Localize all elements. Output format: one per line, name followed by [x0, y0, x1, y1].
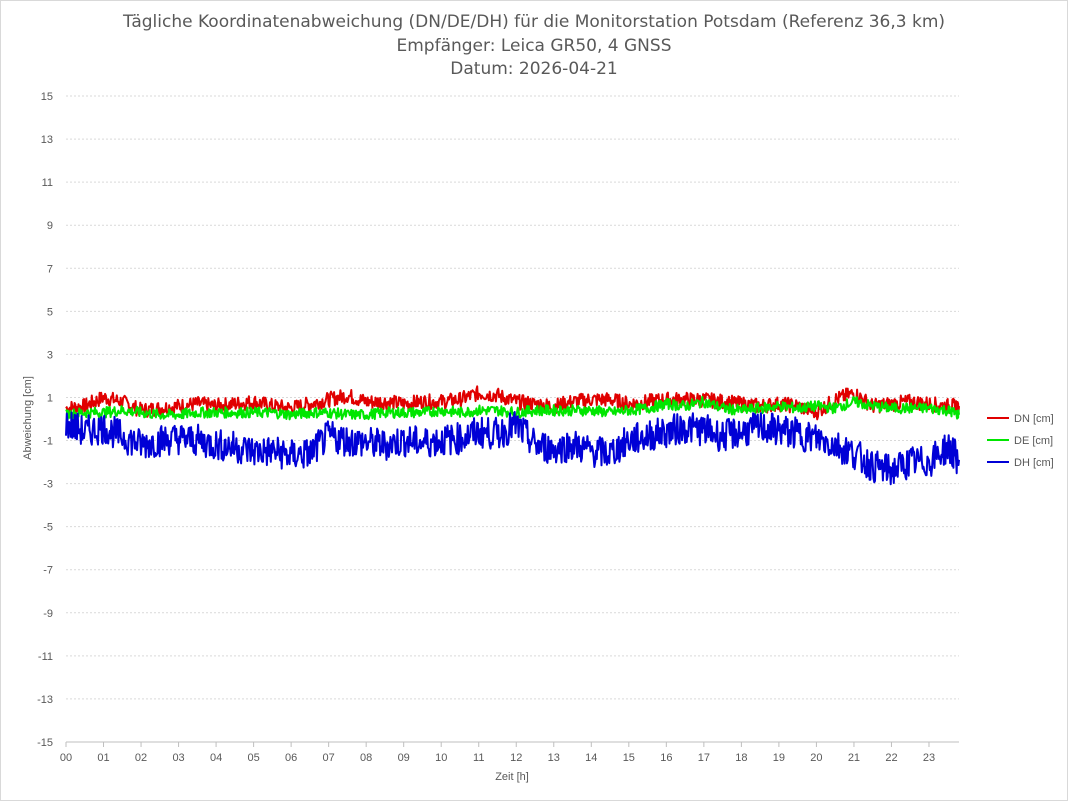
x-tick-label: 23 [923, 752, 935, 764]
legend-label-dn: DN [cm] [1014, 413, 1054, 425]
grid-lines [66, 95, 959, 743]
x-tick-label: 21 [848, 752, 860, 764]
x-tick-label: 14 [585, 752, 597, 764]
y-tick-label: -15 [37, 737, 53, 749]
legend-label-de: DE [cm] [1014, 435, 1053, 447]
x-axis-label: Zeit [h] [495, 771, 529, 783]
y-tick-label: 7 [47, 263, 53, 275]
x-tick-label: 08 [360, 752, 372, 764]
y-axis-label: Abweichung [cm] [22, 376, 34, 460]
y-tick-label: -1 [43, 436, 53, 448]
x-tick-label: 22 [885, 752, 897, 764]
x-tick-label: 20 [810, 752, 822, 764]
chart-title: Tägliche Koordinatenabweichung (DN/DE/DH… [122, 12, 946, 32]
x-tick-label: 17 [698, 752, 710, 764]
y-tick-label: 3 [47, 349, 53, 361]
y-tick-label: -7 [43, 565, 53, 577]
y-tick-label: 5 [47, 306, 53, 318]
y-tick-labels: 15 13 11 9 7 5 3 1 -1 -3 -5 -7 -9 -11 -13 -15 [37, 91, 53, 749]
x-tick-label: 12 [510, 752, 522, 764]
y-tick-label: -5 [43, 522, 53, 534]
x-tick-label: 05 [247, 752, 259, 764]
x-tick-label: 09 [398, 752, 410, 764]
series-line-de [65, 395, 960, 421]
legend: DN [cm] DE [cm] DH [cm] [987, 413, 1054, 469]
series-line-dh [65, 411, 960, 486]
x-tick-label: 13 [548, 752, 560, 764]
x-tick-label: 19 [773, 752, 785, 764]
y-tick-label: -9 [43, 608, 53, 620]
y-tick-label: 11 [42, 177, 53, 189]
x-tick-label: 16 [660, 752, 672, 764]
x-tick-label: 04 [210, 752, 222, 764]
x-tick-label: 07 [323, 752, 335, 764]
y-tick-label: 9 [47, 220, 53, 232]
y-tick-label: -13 [37, 694, 53, 706]
x-tick-label: 01 [97, 752, 109, 764]
x-tick-label: 02 [135, 752, 147, 764]
x-tick-labels: 00 01 02 03 04 05 06 07 08 09 10 11 12 13 14 15 16 17 18 19… [60, 741, 959, 764]
y-tick-label: 1 [47, 392, 53, 404]
legend-label-dh: DH [cm] [1014, 457, 1054, 469]
x-tick-label: 11 [473, 752, 484, 764]
y-tick-label: -3 [43, 479, 53, 491]
x-tick-label: 15 [623, 752, 635, 764]
x-tick-label: 10 [435, 752, 447, 764]
x-tick-label: 00 [60, 752, 72, 764]
chart-subtitle-receiver: Empfänger: Leica GR50, 4 GNSS [396, 36, 672, 56]
series-lines [65, 385, 960, 486]
x-tick-label: 18 [735, 752, 747, 764]
chart-subtitle-date: Datum: 2026-04-21 [450, 59, 618, 79]
x-tick-label: 06 [285, 752, 297, 764]
x-tick-label: 03 [172, 752, 184, 764]
y-tick-label: -11 [38, 651, 53, 663]
y-tick-label: 15 [41, 91, 53, 103]
y-tick-label: 13 [41, 134, 53, 146]
